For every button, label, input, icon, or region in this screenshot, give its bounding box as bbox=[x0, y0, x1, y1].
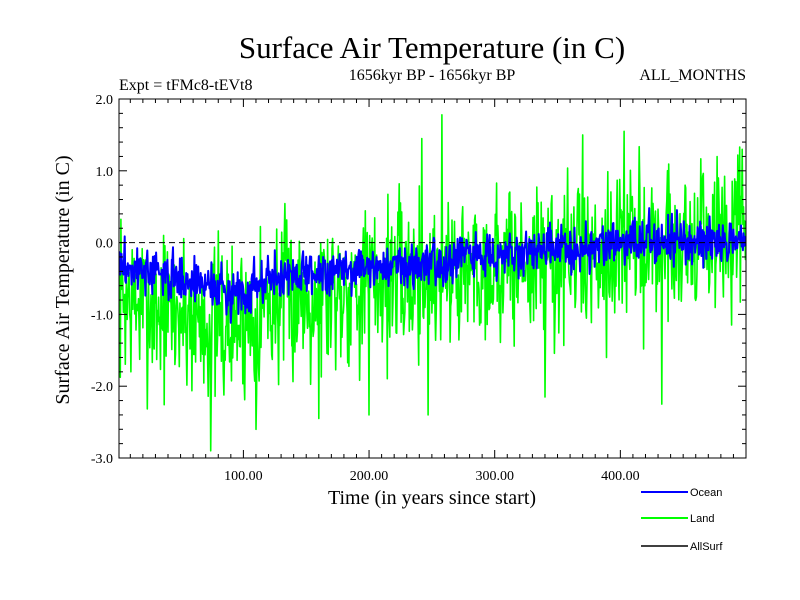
plot-frame bbox=[118, 98, 747, 459]
legend-label-ocean: Ocean bbox=[690, 487, 722, 499]
x-tick-label: 100.00 bbox=[224, 469, 263, 484]
series-line-land bbox=[119, 114, 746, 452]
experiment-label: Expt = tFMc8-tEVt8 bbox=[119, 77, 252, 94]
months-label: ALL_MONTHS bbox=[639, 67, 746, 84]
ticks-layer: -3.0 -2.0 -1.0 0.0 1.0 2.0 100.00 200.00 300.00 4… bbox=[91, 93, 746, 484]
period-label: 1656kyr BP - 1656kyr BP bbox=[349, 67, 516, 84]
x-tick-label: 400.00 bbox=[601, 469, 640, 484]
x-axis-label: Time (in years since start) bbox=[328, 487, 536, 509]
x-tick-label: 300.00 bbox=[475, 469, 514, 484]
y-axis-label: Surface Air Temperature (in C) bbox=[52, 155, 74, 404]
series-line-ocean bbox=[119, 207, 746, 324]
y-tick-label: 0.0 bbox=[96, 237, 114, 252]
legend: Ocean Land AllSurf bbox=[641, 487, 723, 553]
series-layer bbox=[119, 114, 746, 452]
y-tick-label: -3.0 bbox=[91, 452, 113, 467]
chart-title: Surface Air Temperature (in C) bbox=[239, 30, 625, 65]
y-tick-label: -1.0 bbox=[91, 308, 113, 323]
y-tick-label: 2.0 bbox=[96, 93, 114, 108]
y-tick-label: -2.0 bbox=[91, 380, 113, 395]
legend-label-allsurf: AllSurf bbox=[690, 541, 723, 553]
legend-label-land: Land bbox=[690, 513, 714, 525]
y-tick-label: 1.0 bbox=[96, 165, 114, 180]
x-tick-label: 200.00 bbox=[350, 469, 389, 484]
